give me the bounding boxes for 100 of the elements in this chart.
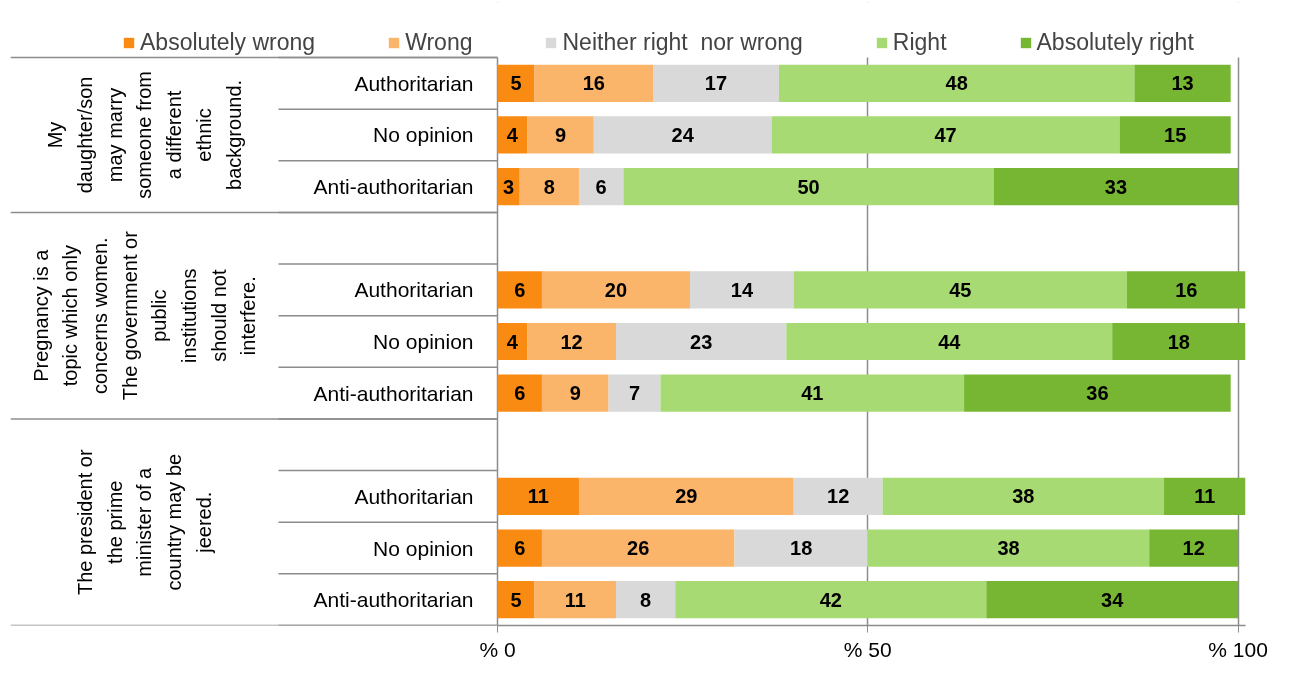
data-label: 33	[1104, 175, 1128, 198]
data-label: 5	[510, 588, 522, 611]
data-label: 47	[934, 123, 957, 146]
bar	[653, 64, 779, 102]
bar	[1127, 271, 1246, 309]
data-label: 6	[595, 175, 607, 198]
bar	[734, 529, 868, 567]
bar	[778, 64, 1135, 102]
data-label: 9	[569, 382, 581, 405]
data-label: 4	[506, 330, 519, 353]
data-label: 17	[704, 72, 728, 95]
data-label: 38	[1012, 485, 1035, 508]
data-label: 45	[949, 278, 972, 301]
y-tick-label: No opinion	[373, 330, 474, 353]
data-label: 41	[801, 382, 824, 405]
data-label: 14	[730, 278, 754, 301]
text: Pregnancy is a topic which only concerns women. The government or public institutions should not interfere.	[29, 230, 260, 401]
data-label: 34	[1101, 588, 1125, 611]
data-label: 18	[1167, 330, 1190, 353]
data-label: 15	[1164, 123, 1187, 146]
data-label: 48	[945, 72, 968, 95]
data-label: 44	[938, 330, 962, 353]
data-label: 8	[640, 588, 652, 611]
y-tick-label: Authoritarian	[354, 278, 474, 302]
bar	[541, 374, 609, 412]
data-label: 13	[1171, 72, 1194, 95]
data-label: 3	[503, 175, 515, 198]
bar	[964, 374, 1231, 412]
data-label: 26	[627, 537, 650, 560]
data-label: 18	[790, 537, 813, 560]
bar	[578, 477, 794, 515]
bar	[1164, 477, 1246, 515]
x-tick-label: % 50	[843, 637, 892, 661]
bar	[541, 271, 691, 309]
bar	[527, 322, 616, 361]
bar	[882, 477, 1165, 515]
data-label: 12	[1182, 537, 1205, 560]
data-label: 8	[543, 175, 555, 198]
bar	[771, 116, 1120, 154]
data-label: 50	[797, 175, 820, 198]
data-label: 12	[827, 485, 850, 508]
bar	[675, 581, 987, 619]
data-label: 6	[514, 278, 526, 301]
bar	[1119, 116, 1231, 154]
bar	[527, 116, 594, 154]
data-label: 5	[510, 72, 522, 95]
x-tick-label: % 100	[1208, 637, 1268, 661]
y-tick-label: Anti-authoritarian	[313, 381, 474, 405]
bar	[793, 477, 883, 515]
bar	[541, 529, 735, 567]
data-label: 38	[997, 537, 1020, 560]
bar	[578, 168, 624, 206]
bar	[534, 64, 654, 102]
bar	[786, 322, 1113, 361]
bar	[1134, 64, 1231, 102]
legend-label: Neither right nor wrong	[562, 29, 803, 56]
data-label: 42	[819, 588, 842, 611]
bar	[497, 116, 528, 154]
y-tick-label: Anti-authoritarian	[313, 175, 474, 199]
bar	[497, 581, 535, 619]
data-label: 20	[604, 278, 628, 301]
bar	[497, 374, 542, 412]
bar	[534, 581, 616, 619]
bar	[793, 271, 1128, 309]
y-tick-label: No opinion	[373, 123, 474, 147]
bar	[616, 581, 676, 619]
bar	[519, 168, 579, 206]
bar	[616, 322, 787, 361]
bar	[593, 116, 772, 154]
bar	[623, 168, 994, 206]
data-label: 24	[671, 123, 695, 146]
y-tick-label: Authoritarian	[354, 484, 474, 508]
bar	[690, 271, 794, 309]
bar	[497, 477, 579, 515]
data-label: 7	[628, 382, 641, 405]
legend-label: Absolutely wrong	[140, 29, 316, 56]
y-tick-label: Authoritarian	[354, 71, 474, 95]
data-label: 9	[554, 123, 567, 146]
bar	[1149, 529, 1239, 567]
bar	[993, 168, 1239, 206]
text: The president or the prime minister of a country may be jeered.	[74, 449, 215, 596]
data-label: 11	[564, 588, 586, 611]
data-label: 16	[1175, 278, 1198, 301]
data-label: 29	[675, 485, 698, 508]
bar	[660, 374, 965, 412]
legend-label: Wrong	[405, 29, 473, 56]
data-label: 11	[1194, 485, 1216, 508]
y-tick-label: No opinion	[373, 536, 474, 560]
x-tick-label: % 0	[479, 637, 516, 661]
data-label: 11	[527, 485, 549, 508]
legend-label: Absolutely right	[1036, 29, 1194, 56]
bar	[497, 322, 528, 361]
data-label: 36	[1086, 382, 1109, 405]
data-label: 6	[514, 382, 526, 405]
bar	[497, 64, 535, 102]
bar	[497, 529, 542, 567]
data-label: 4	[506, 123, 519, 146]
data-label: 16	[582, 72, 605, 95]
text: My daughter/son may marry someone from a different ethnic background.	[44, 71, 245, 199]
bar	[497, 271, 542, 309]
